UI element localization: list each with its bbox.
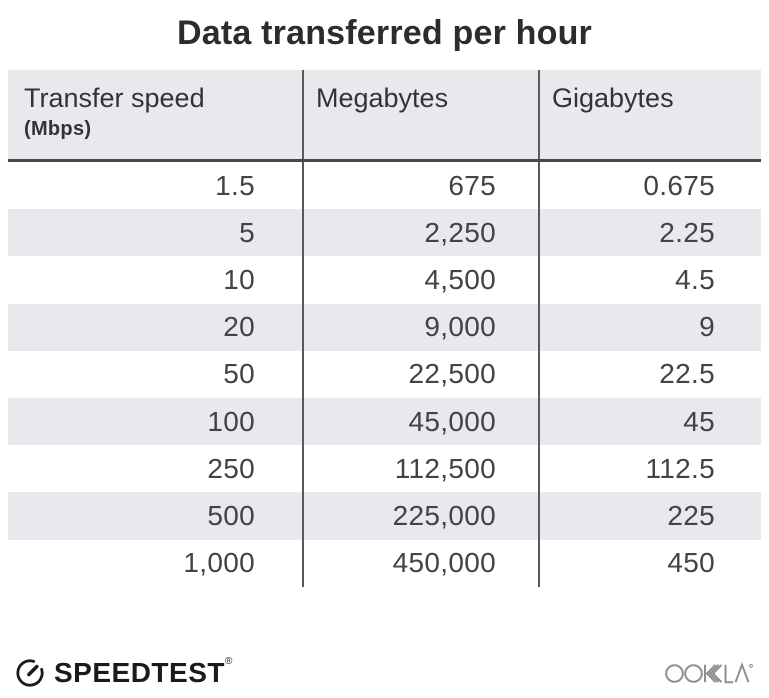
cell-speed: 100 [207,405,255,437]
cell-speed: 20 [223,311,255,343]
table-row: 250 112,500 112.5 [8,445,761,493]
column-header-gigabytes: Gigabytes [538,70,761,159]
speedtest-logo: SPEEDTEST® [15,656,233,688]
table-row: 100 45,000 45 [8,397,761,446]
cell-megabytes: 225,000 [302,492,538,540]
speedtest-gauge-icon [16,659,44,687]
cell-speed: 50 [223,358,255,390]
cell-speed: 1,000 [183,547,255,579]
table-row: 5 2,250 2.25 [8,209,761,257]
cell-megabytes: 2,250 [302,209,538,257]
cell-gigabytes: 9 [538,303,761,351]
cell-speed: 5 [239,216,255,248]
cell-gigabytes: 225 [538,492,761,540]
speedtest-wordmark: SPEEDTEST® [54,656,233,688]
cell-speed: 1.5 [215,169,255,201]
footer: SPEEDTEST® [15,654,753,692]
cell-gigabytes: 22.5 [538,350,761,398]
cell-speed: 10 [223,263,255,295]
table-row: 500 225,000 225 [8,492,761,540]
cell-gigabytes: 45 [538,397,761,446]
column-header-megabytes: Megabytes [302,70,538,159]
cell-megabytes: 22,500 [302,350,538,398]
cell-gigabytes: 0.675 [538,162,761,210]
cell-gigabytes: 112.5 [538,445,761,493]
cell-megabytes: 450,000 [302,539,538,587]
cell-speed: 500 [207,499,255,531]
cell-gigabytes: 2.25 [538,209,761,257]
cell-gigabytes: 450 [538,539,761,587]
data-table: Transfer speed (Mbps) Megabytes Gigabyte… [8,70,761,587]
table-row: 50 22,500 22.5 [8,350,761,398]
cell-megabytes: 4,500 [302,256,538,304]
table-row: 10 4,500 4.5 [8,256,761,304]
table-row: 20 9,000 9 [8,303,761,351]
cell-gigabytes: 4.5 [538,256,761,304]
cell-megabytes: 112,500 [302,445,538,493]
cell-megabytes: 45,000 [302,397,538,446]
cell-megabytes: 9,000 [302,303,538,351]
table-body: 1.5 675 0.675 5 2,250 2.25 10 4,500 4.5 … [8,162,761,587]
cell-speed: 250 [207,452,255,484]
column-header-label: Gigabytes [552,83,674,113]
ookla-wordmark-icon [665,661,753,684]
table-header-row: Transfer speed (Mbps) Megabytes Gigabyte… [8,70,761,162]
column-header-label: Megabytes [316,83,449,113]
column-header-label: Transfer speed [24,83,205,113]
column-header-transfer-speed: Transfer speed (Mbps) [8,70,302,159]
page-title: Data transferred per hour [177,14,592,52]
table-row: 1.5 675 0.675 [8,162,761,210]
cell-megabytes: 675 [302,162,538,210]
ookla-logo [665,660,753,686]
table-row: 1,000 450,000 450 [8,539,761,587]
registered-trademark-icon: ® [224,656,233,667]
column-header-sublabel: (Mbps) [24,118,92,141]
speedtest-label: SPEEDTEST [54,657,225,688]
